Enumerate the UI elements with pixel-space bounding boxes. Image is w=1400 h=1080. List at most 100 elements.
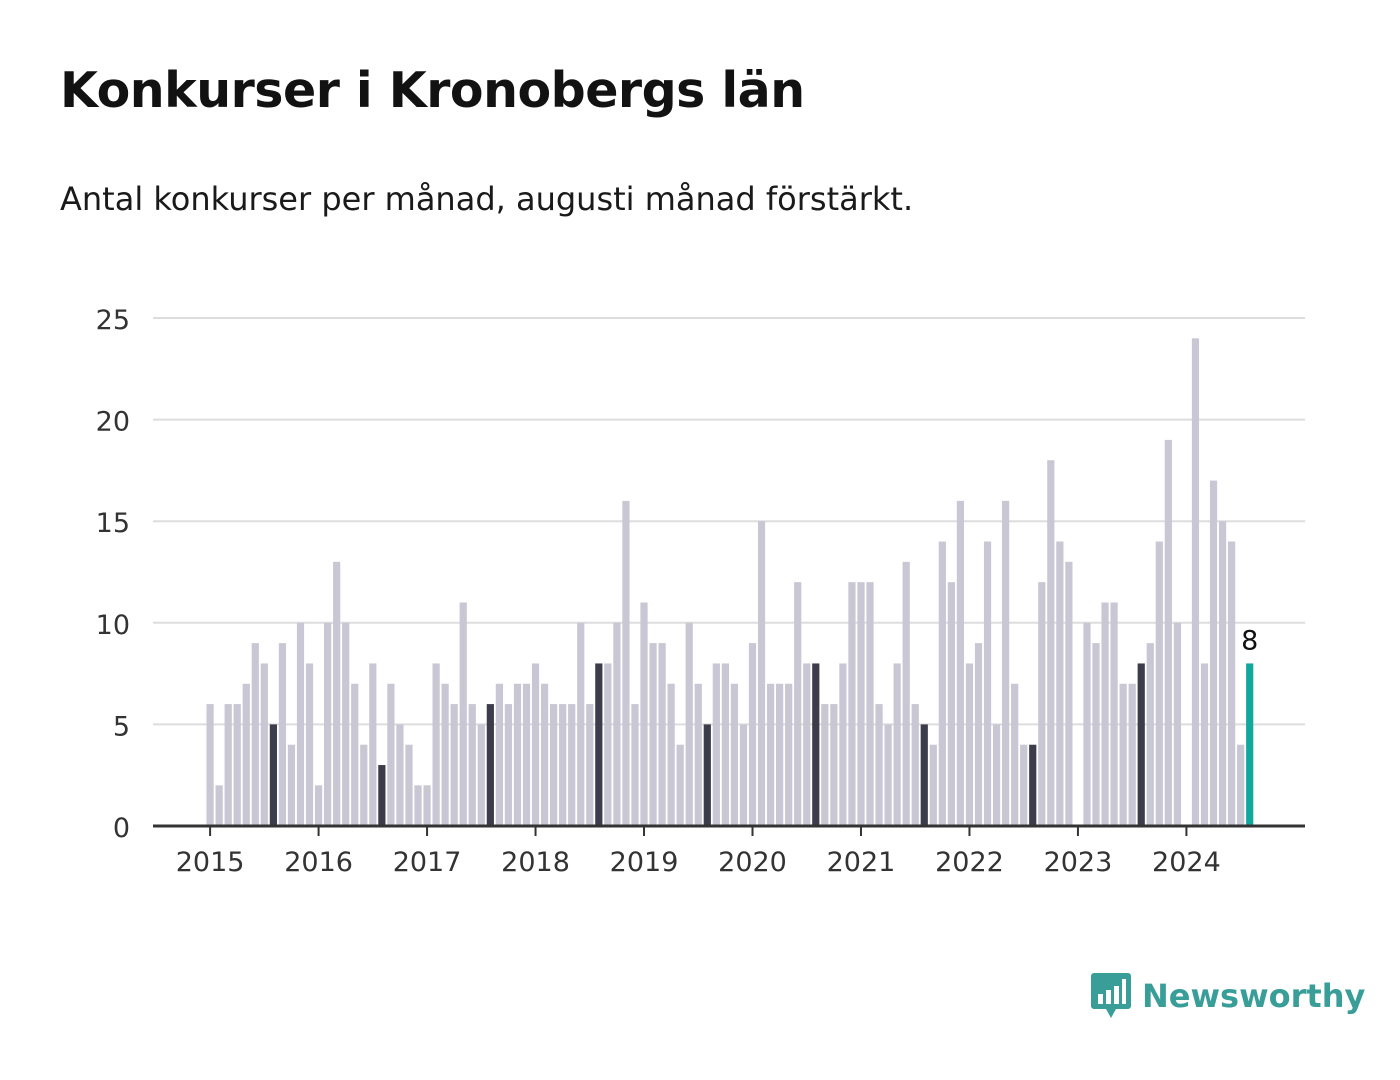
- bar: [1056, 541, 1064, 826]
- bar: [857, 582, 865, 826]
- bar: [206, 704, 214, 826]
- bar: [730, 683, 739, 826]
- bar: [215, 785, 223, 826]
- bar: [577, 622, 585, 826]
- bar: [495, 683, 503, 826]
- bar: [604, 663, 612, 826]
- bar: [929, 744, 937, 826]
- bar: [785, 683, 793, 826]
- bar: [956, 500, 965, 826]
- bar: [1237, 744, 1245, 826]
- bar: [992, 724, 1001, 826]
- bar: [378, 765, 386, 826]
- bar: [369, 663, 377, 826]
- x-tick-label: 2019: [610, 847, 679, 878]
- bar: [875, 704, 883, 826]
- bar: [423, 785, 431, 826]
- bar: [1065, 561, 1073, 826]
- chart-subtitle: Antal konkurser per månad, augusti månad…: [60, 180, 914, 218]
- bar: [432, 663, 440, 826]
- bar: [839, 663, 847, 826]
- bar: [1164, 439, 1172, 826]
- bar: [233, 704, 241, 826]
- x-tick-label: 2016: [284, 847, 353, 878]
- bar: [739, 724, 748, 826]
- bar: [649, 643, 657, 826]
- bar: [866, 582, 874, 826]
- bar: [658, 643, 666, 826]
- bar: [721, 663, 729, 826]
- bar: [459, 602, 467, 826]
- bar: [1146, 643, 1154, 826]
- bar: [613, 622, 621, 826]
- bar: [920, 724, 928, 826]
- bar: [622, 500, 630, 826]
- bar: [1218, 521, 1227, 826]
- x-tick-label: 2017: [393, 847, 462, 878]
- bar: [703, 724, 711, 826]
- bar: [360, 744, 368, 826]
- latest-value-label: 8: [1241, 625, 1258, 656]
- bar: [414, 785, 422, 826]
- bar: [269, 724, 277, 826]
- bar: [531, 663, 540, 826]
- bar: [595, 663, 603, 826]
- bar: [450, 704, 458, 826]
- bar: [242, 683, 250, 826]
- bar: [830, 704, 838, 826]
- bar: [1092, 643, 1100, 826]
- bar: [540, 683, 549, 826]
- bar: [1137, 663, 1145, 826]
- y-tick-label: 10: [96, 610, 130, 641]
- x-tick-label: 2015: [176, 847, 245, 878]
- brand-logo: Newsworthy: [1090, 970, 1365, 1022]
- bar: [685, 622, 693, 826]
- bar: [893, 663, 901, 826]
- bar: [504, 704, 513, 826]
- bar: [757, 521, 766, 826]
- bar: [260, 663, 268, 826]
- bar: [550, 704, 558, 826]
- y-tick-label: 25: [96, 305, 130, 336]
- x-tick-label: 2021: [827, 847, 896, 878]
- bar: [1029, 744, 1037, 826]
- bar: [640, 602, 648, 826]
- bar: [387, 683, 395, 826]
- y-tick-label: 0: [113, 813, 130, 844]
- x-tick-label: 2022: [935, 847, 1004, 878]
- y-tick-label: 5: [113, 711, 130, 742]
- x-tick-label: 2018: [501, 847, 570, 878]
- bar: [224, 704, 232, 826]
- bar: [676, 744, 684, 826]
- bar: [568, 704, 576, 826]
- bar: [1191, 338, 1200, 826]
- x-tick-label: 2023: [1044, 847, 1113, 878]
- bar: [1101, 602, 1109, 826]
- bar: [1228, 541, 1236, 826]
- bar: [324, 622, 332, 826]
- bar: [1200, 663, 1209, 826]
- bar: [513, 683, 522, 826]
- bar: [631, 704, 639, 826]
- bar: [314, 785, 323, 826]
- bar: [477, 724, 485, 826]
- y-tick-label: 20: [96, 407, 130, 438]
- bar: [1110, 602, 1118, 826]
- bar: [1038, 582, 1046, 826]
- bar: [667, 683, 675, 826]
- bar: [522, 683, 531, 826]
- bar: [748, 643, 757, 826]
- bar: [902, 561, 910, 826]
- newsworthy-logo-icon: [1091, 973, 1131, 1018]
- bar: [776, 683, 784, 826]
- bar: [351, 683, 359, 826]
- bar: [586, 704, 594, 826]
- chart-title: Konkurser i Kronobergs län: [60, 62, 805, 119]
- bar: [1083, 622, 1091, 826]
- bar: [342, 622, 350, 826]
- bar: [1011, 683, 1019, 826]
- bar: [1020, 744, 1028, 826]
- bar: [468, 704, 476, 826]
- bar: [694, 683, 702, 826]
